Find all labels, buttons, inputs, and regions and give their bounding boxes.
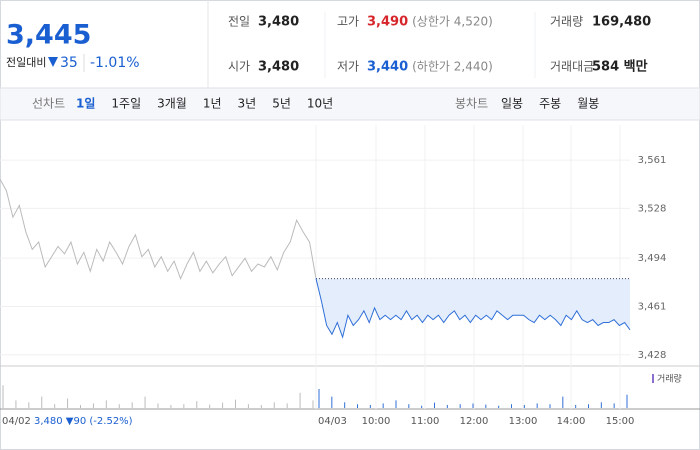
tab[interactable]: 1주일: [111, 97, 141, 111]
x-tick-label: 13:00: [509, 416, 538, 427]
tab-label: 봉차트: [455, 97, 488, 111]
tab[interactable]: 1일: [76, 97, 95, 111]
cell-label: 고가: [337, 15, 359, 29]
legend-label: 거래량: [657, 373, 682, 385]
cell-value: 3,480: [258, 15, 299, 30]
y-tick-label: 3,461: [638, 301, 667, 312]
tab-label: 선차트: [32, 97, 65, 111]
y-tick-label: 3,494: [638, 253, 667, 264]
cell-value: 169,480: [592, 15, 651, 30]
cell-value: 3,480: [258, 60, 299, 75]
x-tick-label: 04/03: [318, 416, 347, 427]
tab[interactable]: 1년: [203, 97, 222, 111]
cell-value: 584 백만: [592, 59, 648, 75]
down-icon: [48, 57, 58, 67]
prev-summary: 3,480 ▼90 (-2.52%): [34, 416, 133, 427]
tab[interactable]: 일봉: [501, 97, 523, 111]
y-tick-label: 3,561: [638, 155, 667, 166]
legend-swatch: [652, 374, 654, 383]
tab[interactable]: 10년: [307, 97, 333, 111]
tab[interactable]: 3개월: [157, 97, 187, 111]
price-line: [315, 278, 631, 339]
y-tick-label: 3,428: [638, 350, 667, 361]
cell-label: 전일: [228, 15, 250, 29]
cell-value: 3,440: [367, 60, 408, 75]
cell-label: 거래대금: [550, 60, 594, 74]
cell-label: 저가: [337, 60, 359, 74]
cell-extra: (상한가 4,520): [412, 15, 493, 29]
cell-label: 거래량: [550, 15, 583, 29]
x-tick-label: 12:00: [460, 416, 489, 427]
x-tick-label: 10:00: [362, 416, 391, 427]
tab[interactable]: 주봉: [539, 97, 561, 111]
tab[interactable]: 월봉: [577, 97, 599, 111]
tab-bar: [0, 87, 700, 121]
change: 35: [60, 55, 78, 71]
change-label: 전일대비: [6, 55, 46, 69]
cell-label: 시가: [228, 60, 250, 74]
price: 3,445: [6, 20, 91, 51]
y-tick-label: 3,528: [638, 203, 667, 214]
tab[interactable]: 3년: [238, 97, 257, 111]
change-rate: -1.01%: [90, 55, 140, 71]
cell-value: 3,490: [367, 15, 408, 30]
x-tick-label: 15:00: [606, 416, 635, 427]
price-line: [0, 178, 317, 280]
x-tick-label: 11:00: [411, 416, 440, 427]
area-fill: [316, 278, 630, 338]
cell-extra: (하한가 2,440): [412, 60, 493, 74]
tab[interactable]: 5년: [272, 97, 291, 111]
x-tick-label: 04/02: [2, 416, 31, 427]
x-tick-label: 14:00: [557, 416, 586, 427]
